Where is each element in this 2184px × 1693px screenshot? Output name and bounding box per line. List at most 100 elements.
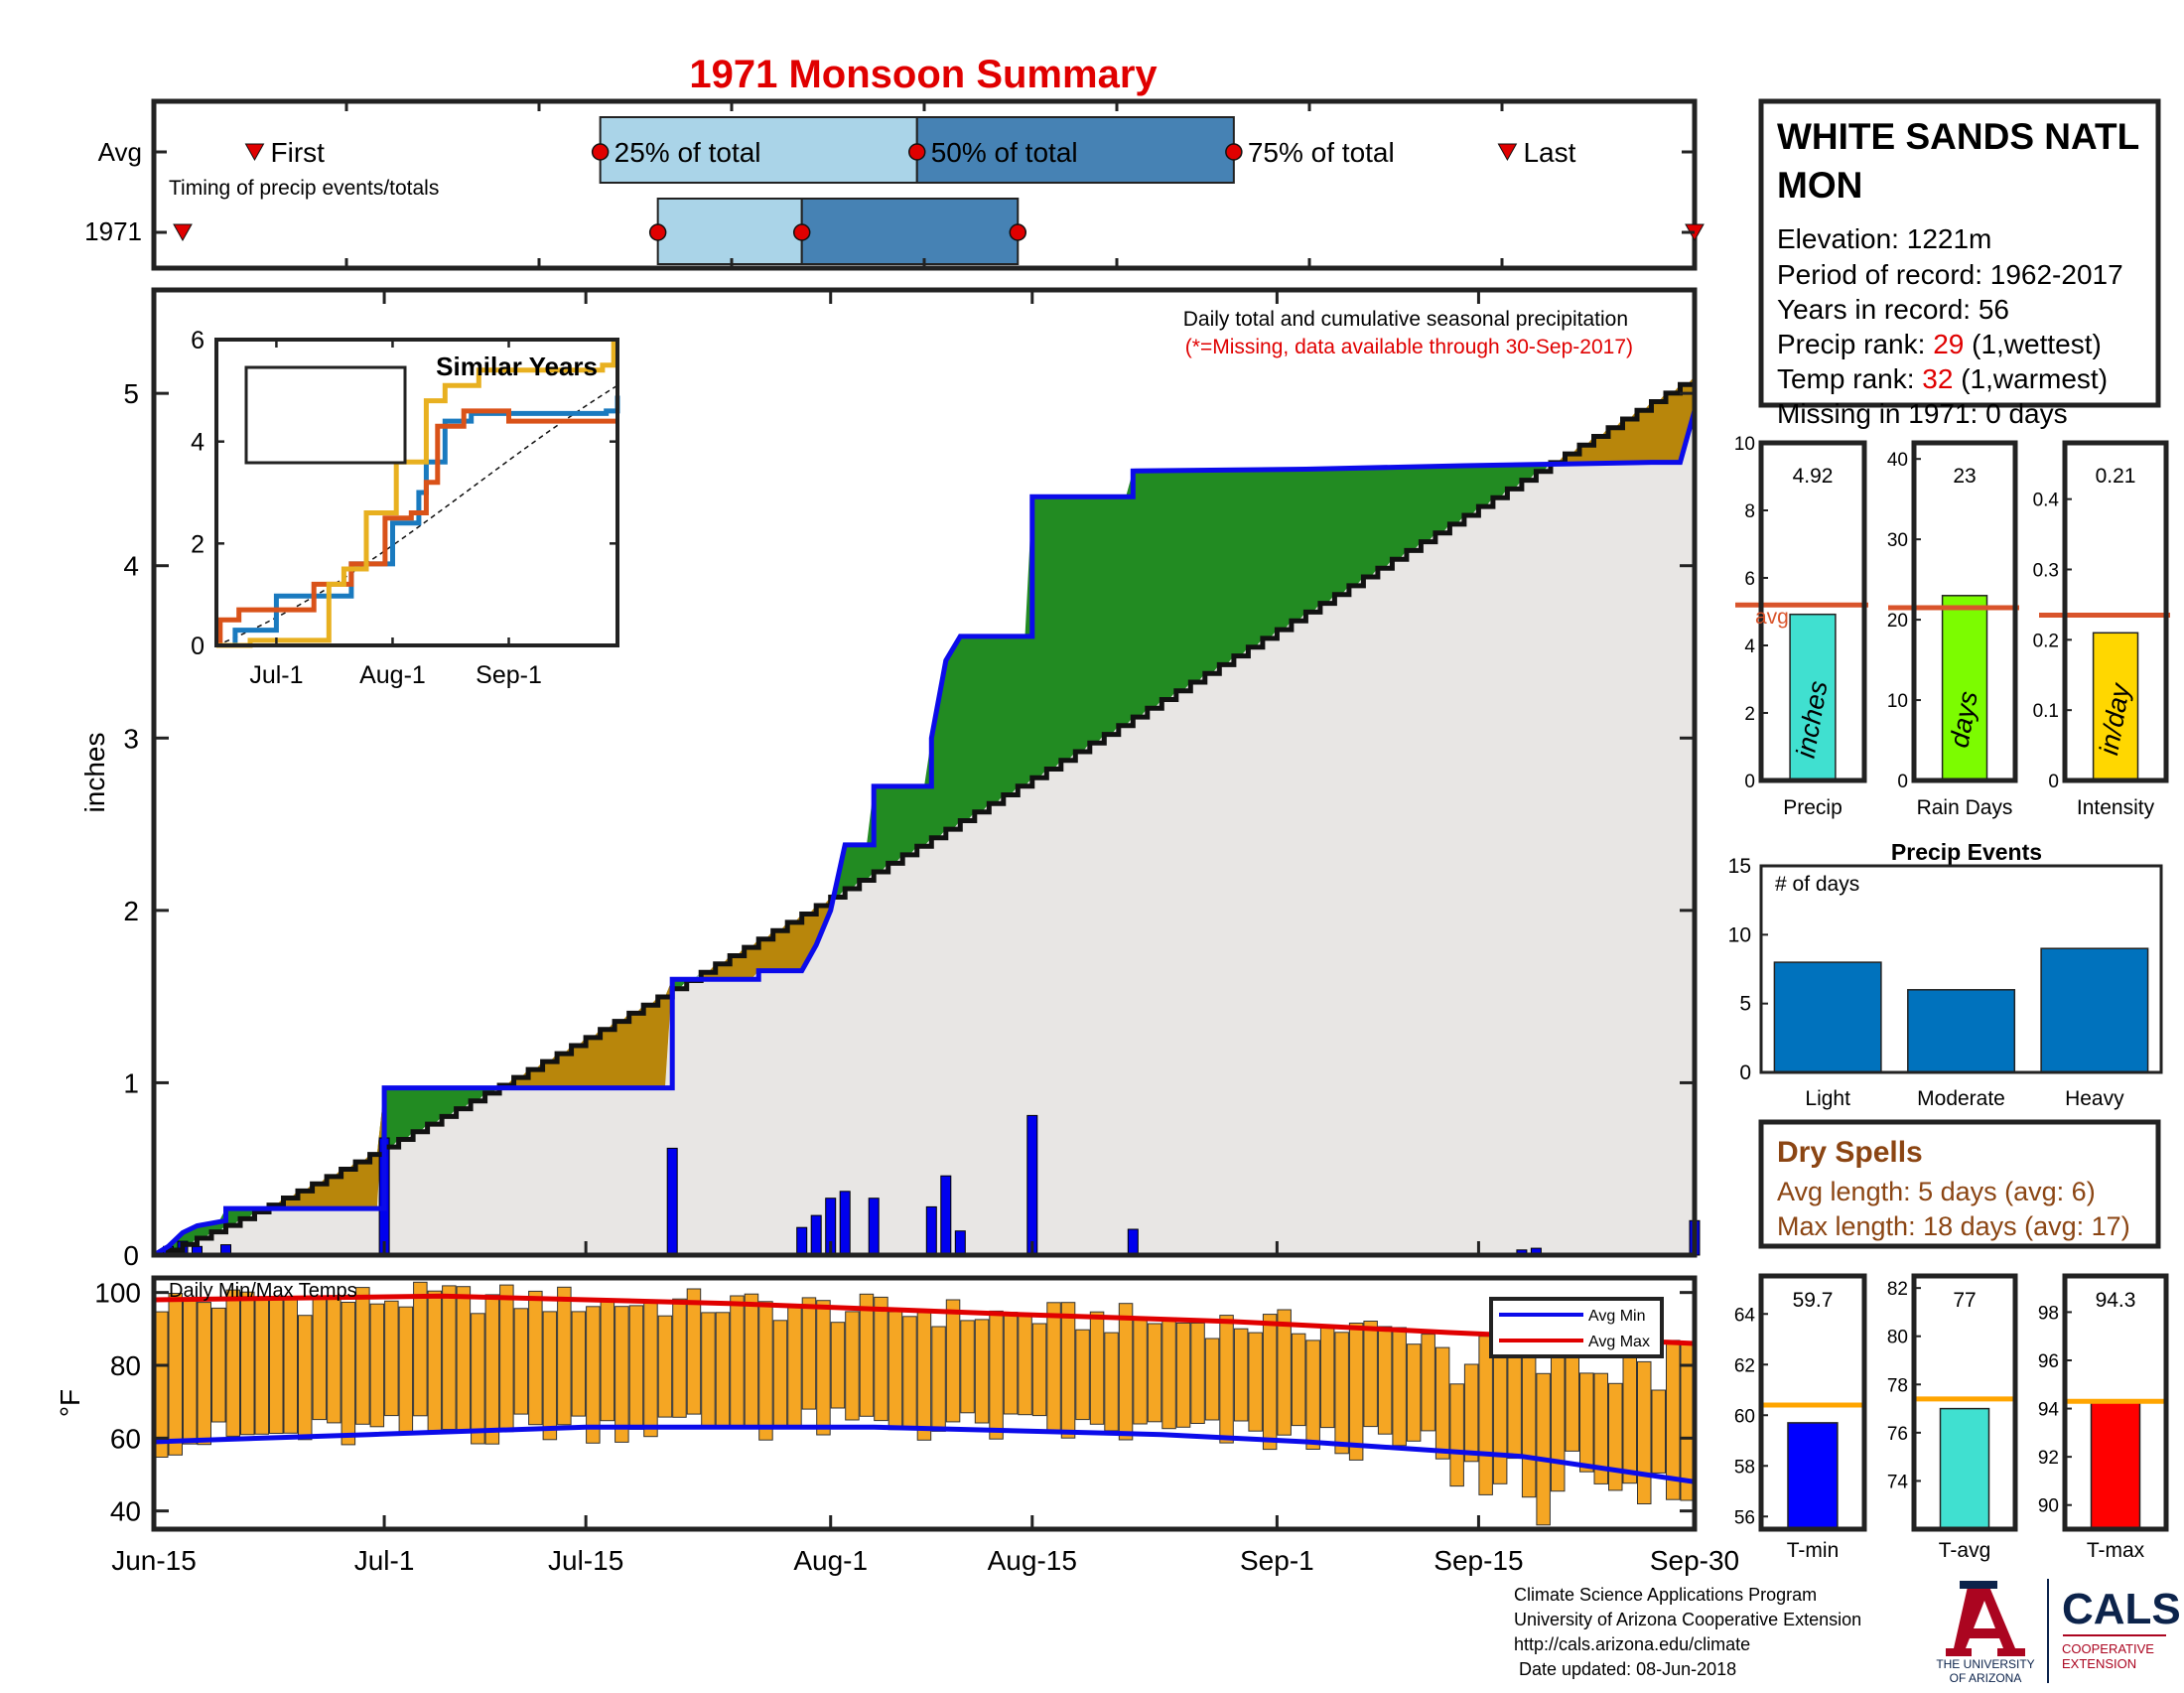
daily-temp-bar	[1579, 1372, 1594, 1473]
average-cumulative-line	[154, 375, 1698, 1258]
inset-frame	[214, 338, 619, 647]
season-x-tick-label: Jul-15	[548, 1545, 623, 1576]
daily-temp-bar	[1046, 1302, 1061, 1431]
daily-temp-bar	[772, 1320, 788, 1427]
daily-temp-bar	[628, 1305, 644, 1430]
season-x-tick-label: Jun-15	[111, 1545, 197, 1576]
year-box-50-75	[800, 198, 1020, 265]
inset-y-tick-label: 4	[191, 429, 205, 457]
daily-temp-bar	[269, 1298, 284, 1435]
precip-y-tick-label: 1	[123, 1067, 139, 1098]
timing-markers: 25% of total 50% of total 75% of total Firs…	[154, 103, 1705, 266]
daily-temp-bar	[787, 1307, 802, 1427]
daily-temp-bar	[701, 1312, 716, 1428]
daily-temp-bar	[327, 1295, 341, 1424]
precip-y-tick-label: 3	[123, 723, 139, 754]
events-y-label: # of days	[1775, 873, 1859, 896]
season-base-area	[154, 410, 1695, 1255]
daily-temp-bar	[730, 1295, 745, 1429]
station-period: Period of record: 1962-2017	[1777, 259, 2123, 290]
summary-y-tick-label: 20	[1887, 611, 1908, 632]
temp-summary-value-0: 59.7	[1793, 1289, 1834, 1312]
daily-temp-bar	[471, 1313, 485, 1445]
first-label: First	[271, 137, 326, 168]
summary-y-tick-label: 0.3	[2033, 561, 2059, 582]
season-x-tick-label: Sep-30	[1650, 1545, 1739, 1576]
daily-temp-bar	[355, 1287, 370, 1425]
daily-temp-bar	[557, 1286, 572, 1426]
station-elevation: Elevation: 1221m	[1777, 223, 1991, 254]
daily-temp-bar	[1147, 1323, 1162, 1423]
daily-temp-bar	[384, 1300, 399, 1417]
precip-events-label-moderate: Moderate	[1917, 1087, 2005, 1110]
avg-box-25-50	[599, 116, 918, 184]
temp-summary-y-tick-label: 56	[1734, 1507, 1755, 1528]
daily-temp-bar	[1031, 1323, 1047, 1417]
cals-sub-line-2: EXTENSION	[2062, 1656, 2136, 1671]
daily-temp-bar	[369, 1303, 385, 1428]
inset-series-2017	[216, 340, 616, 648]
above-average-area	[154, 375, 1695, 1255]
daily-temp-bar	[1406, 1343, 1422, 1442]
daily-temp-bar	[1348, 1323, 1364, 1461]
temp-summary-y-tick-label: 58	[1734, 1457, 1755, 1478]
temp-summary-bar-t-avg	[1939, 1407, 1990, 1530]
daily-temp-bar	[1392, 1327, 1407, 1447]
daily-temp-bar	[1089, 1311, 1105, 1425]
avg-marker-p25	[591, 143, 610, 161]
daily-temp-bar	[442, 1285, 457, 1431]
page-title: 1971 Monsoon Summary	[689, 53, 1158, 96]
year-first-marker	[173, 223, 193, 242]
daily-temp-bar	[1608, 1382, 1623, 1491]
temp-frame	[151, 1275, 1698, 1532]
daily-temp-bar	[398, 1306, 414, 1434]
temp-legend-box	[1489, 1297, 1664, 1358]
inset-x-tick-label: Aug-1	[359, 661, 426, 689]
daily-temp-bar	[1334, 1332, 1349, 1455]
summary-y-tick-label: 0.1	[2033, 701, 2059, 722]
events-y-tick-label: 15	[1728, 855, 1751, 878]
events-y-tick-label: 0	[1739, 1061, 1751, 1084]
daily-temp-bar	[801, 1297, 817, 1410]
station-missing: Missing in 1971: 0 days	[1777, 398, 2068, 429]
temp-summary-frame	[1758, 1273, 1867, 1532]
avg-min-legend-label: Avg Min	[1588, 1308, 1646, 1325]
daily-temp-bar	[413, 1281, 428, 1417]
daily-temp-bar	[456, 1286, 472, 1431]
daily-temp-bar	[715, 1312, 731, 1429]
daily-temp-bar	[1075, 1329, 1090, 1421]
daily-temp-bar	[874, 1296, 888, 1422]
footer-line-3[interactable]: http://cals.arizona.edu/climate	[1514, 1634, 1750, 1654]
daily-temp-bar	[1565, 1344, 1579, 1452]
temp-summary-bar-t-min	[1787, 1422, 1839, 1530]
precip-missing-note: (*=Missing, data available through 30-Se…	[1185, 336, 1633, 358]
daily-temp-bar	[1463, 1363, 1479, 1463]
daily-temp-bar	[542, 1311, 558, 1441]
daily-temp-bar	[484, 1294, 500, 1445]
dry-spells-title: Dry Spells	[1777, 1136, 1923, 1169]
daily-temp-bar	[1551, 1347, 1566, 1492]
cals-logo: CALS COOPERATIVE EXTENSION	[2062, 1585, 2181, 1671]
daily-temp-bar	[499, 1284, 514, 1433]
daily-temp-bar	[1449, 1383, 1464, 1487]
precip-events-bar-moderate	[1907, 989, 2016, 1073]
year-marker-p50	[792, 223, 811, 241]
precip-events-label-heavy: Heavy	[2065, 1087, 2124, 1110]
timing-panel: Avg 1971 Timing of precip events/totals …	[84, 98, 1705, 271]
last-label: Last	[1523, 137, 1575, 168]
summary-bar-intensity	[2092, 632, 2139, 781]
season-x-tick-label: Sep-15	[1433, 1545, 1523, 1576]
season-x-tick-label: Sep-1	[1240, 1545, 1314, 1576]
daily-temp-bar	[1219, 1315, 1234, 1444]
precip-y-tick-label: 4	[123, 551, 139, 582]
temp-y-tick-label: 60	[110, 1423, 141, 1454]
season-x-tick-label: Aug-1	[793, 1545, 868, 1576]
observed-cumulative-line	[152, 409, 1698, 1258]
daily-temp-bar	[902, 1316, 917, 1430]
temp-summary-y-tick-label: 64	[1734, 1305, 1756, 1326]
avg-marker-p75	[1225, 143, 1243, 161]
pct-label-25: 25% of total	[614, 137, 761, 168]
